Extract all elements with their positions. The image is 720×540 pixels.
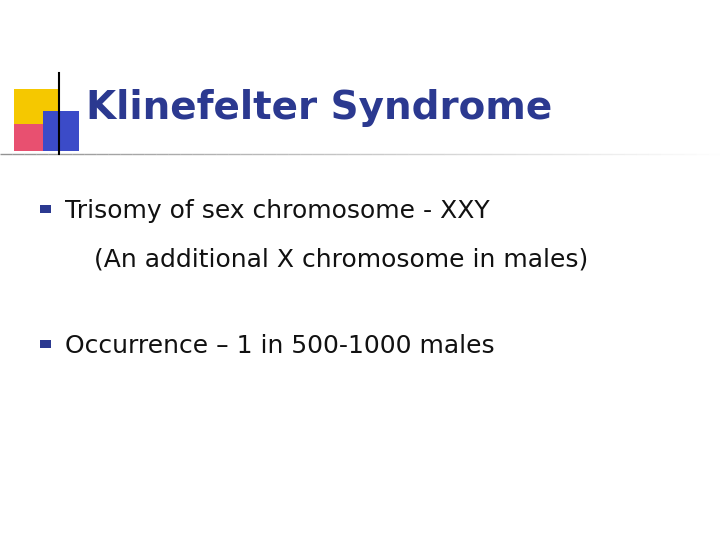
Text: (An additional X chromosome in males): (An additional X chromosome in males) xyxy=(94,247,588,271)
Text: Trisomy of sex chromosome - XXY: Trisomy of sex chromosome - XXY xyxy=(65,199,490,222)
Text: Occurrence – 1 in 500-1000 males: Occurrence – 1 in 500-1000 males xyxy=(65,334,495,357)
Bar xyxy=(40,340,51,348)
Bar xyxy=(14,89,58,151)
Bar xyxy=(14,124,58,151)
Bar xyxy=(40,205,51,213)
Text: Klinefelter Syndrome: Klinefelter Syndrome xyxy=(86,89,553,127)
Bar xyxy=(43,111,79,151)
